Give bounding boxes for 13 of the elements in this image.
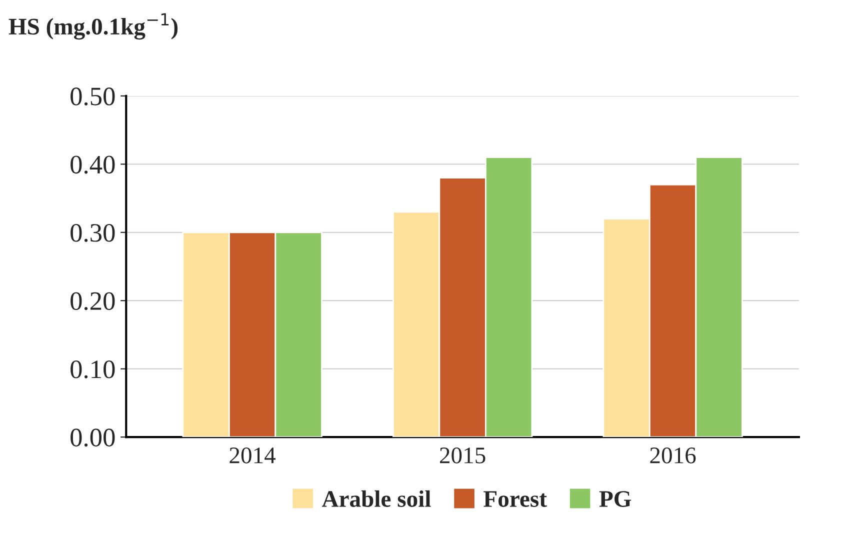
y-axis-title: HS (mg.0.1kg$^{−1}$) — [8, 13, 178, 40]
y-tick-label: 0.20 — [70, 292, 115, 310]
x-tick-label: 2014 — [230, 447, 276, 464]
legend-label: PG — [599, 491, 632, 507]
x-tick-label: 2016 — [650, 447, 696, 464]
x-tick-label: 2015 — [440, 447, 486, 464]
legend-label: Forest — [484, 491, 547, 507]
y-tick-label: 0.10 — [70, 360, 115, 378]
legend-label: Arable soil — [322, 490, 431, 507]
y-tick-label: 0.00 — [70, 428, 115, 447]
y-tick-label: 0.50 — [70, 88, 115, 106]
y-tick-label: 0.30 — [70, 224, 115, 242]
y-tick-label: 0.40 — [70, 156, 115, 174]
